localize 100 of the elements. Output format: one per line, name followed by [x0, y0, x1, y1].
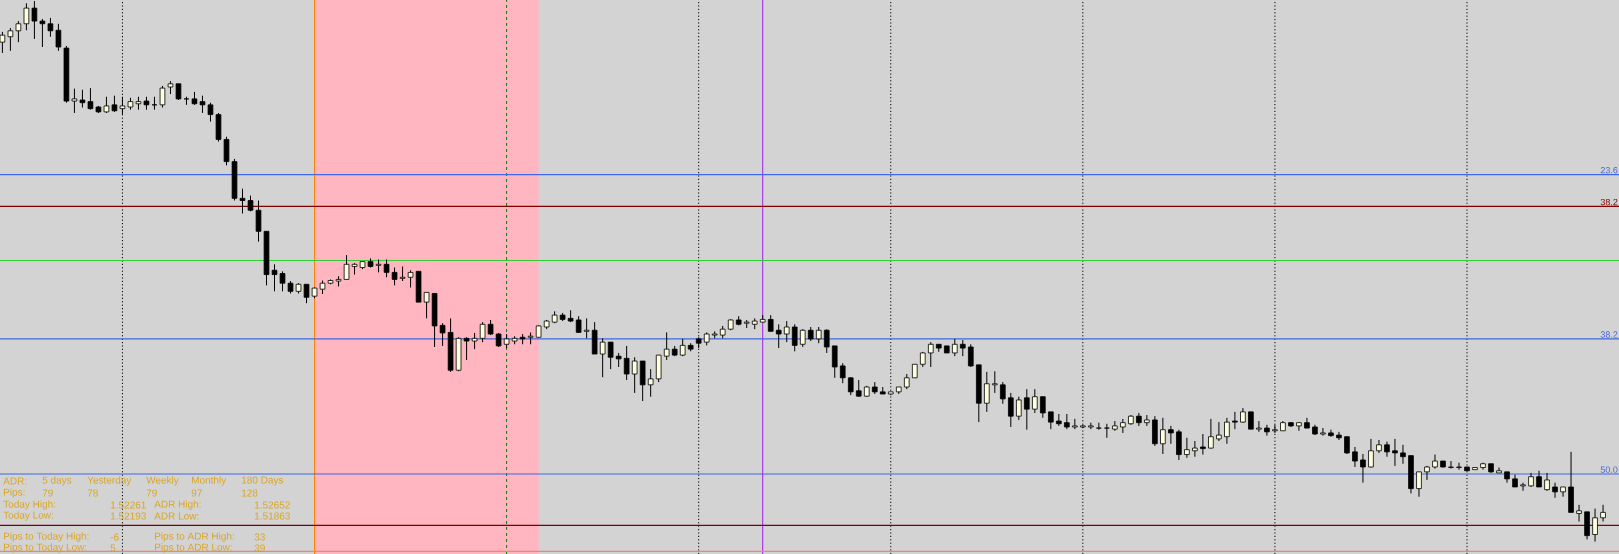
text: Pips to Today Low:: [4, 543, 87, 553]
candlestick: [55, 23, 62, 52]
annotation: Yesterday: [87, 476, 132, 486]
annotation: Today High:: [3, 500, 56, 510]
annotation: 23.6: [1600, 167, 1618, 174]
annotation: 1.51863: [254, 512, 290, 520]
candlestick: [47, 17, 54, 38]
candlestick: [1000, 381, 1006, 405]
annotation: 180 Days: [241, 476, 284, 486]
candlestick: [1264, 424, 1270, 437]
candlestick: [1032, 388, 1038, 414]
candlestick: [15, 20, 22, 43]
annotation: 38.2: [1600, 198, 1618, 206]
annotation: 50.0: [1600, 466, 1618, 473]
candlestick: [1592, 508, 1598, 543]
candlestick: [775, 323, 782, 349]
candlestick: [71, 88, 78, 114]
candlestick: [663, 331, 670, 361]
candlestick: [823, 328, 830, 354]
candlestick: [591, 321, 598, 355]
candlestick: [1184, 437, 1190, 459]
candlestick: [1400, 444, 1406, 465]
candlestick: [1448, 460, 1454, 470]
candlestick: [1320, 427, 1326, 437]
annotation: 5 days: [42, 476, 72, 486]
annotation: ADR:: [3, 477, 27, 485]
candlestick: [23, 2, 30, 31]
candlestick: [1176, 429, 1182, 461]
text: 39: [254, 544, 265, 552]
annotation: ADR High:: [154, 500, 201, 510]
annotation: 38.2: [1600, 331, 1618, 338]
candlestick: [984, 371, 990, 413]
candlestick: [1576, 504, 1582, 523]
candlestick: [607, 341, 614, 370]
candlestick: [831, 345, 838, 379]
annotation: 1.52193: [110, 512, 146, 520]
candlestick: [1168, 425, 1174, 445]
candlestick: [1520, 482, 1526, 492]
candlestick: [0, 31, 6, 54]
candlestick: [479, 321, 486, 343]
candlestick: [1424, 465, 1430, 481]
annotation: 79: [42, 489, 53, 497]
candlestick: [1112, 420, 1118, 432]
candlestick: [87, 87, 94, 111]
text: 5: [110, 544, 116, 552]
annotation: Weekly: [146, 476, 179, 486]
candlestick: [1144, 414, 1150, 427]
candlestick: [1336, 431, 1342, 441]
candlestick: [1584, 511, 1590, 540]
candlestick: [623, 345, 630, 381]
annotation: ADR Low:: [154, 512, 199, 520]
candlestick: [1192, 440, 1198, 458]
candlestick: [783, 320, 790, 343]
candlestick: [463, 336, 470, 361]
candlestick: [1600, 504, 1606, 523]
candlestick: [423, 291, 430, 319]
candlestick: [631, 356, 638, 394]
candlestick: [599, 337, 606, 378]
candlestick: [439, 322, 446, 347]
candlestick: [839, 362, 846, 384]
candlestick: [1216, 421, 1222, 442]
candlestick: [1560, 486, 1566, 498]
candlestick: [1152, 415, 1158, 447]
candlestick: [1008, 392, 1014, 428]
annotation: Pips to Today High:: [4, 532, 89, 542]
candlestick: [31, 0, 38, 40]
candlestick: [1352, 446, 1358, 468]
annotation: Pips to ADR High:: [155, 532, 234, 542]
annotation: 79: [146, 489, 157, 497]
candlestick: [639, 360, 646, 402]
candlestick: [1552, 482, 1558, 499]
candlestick: [1232, 411, 1238, 430]
candlestick: [1040, 396, 1046, 419]
annotation: 1.52652: [254, 501, 290, 509]
candlestick: [583, 317, 590, 339]
candlestick: [1136, 412, 1142, 427]
candlestick: [1200, 433, 1206, 456]
candlestick: [1368, 438, 1374, 469]
candlestick: [791, 323, 798, 352]
candlestick: [1120, 418, 1126, 434]
annotation: 128: [241, 489, 258, 497]
annotation: 33: [254, 533, 265, 541]
candlestick: [655, 354, 662, 383]
candlestick: [1256, 420, 1262, 433]
annotation: 78: [87, 489, 98, 497]
candlestick: [1208, 418, 1214, 450]
candlestick: [647, 368, 654, 398]
annotation: Monthly: [192, 476, 227, 486]
annotation: -6: [110, 533, 119, 541]
candlestick: [39, 18, 46, 48]
candlestick: [1416, 471, 1422, 498]
candlestick: [1016, 396, 1022, 421]
annotation: 1.52261: [110, 501, 146, 509]
candlestick: [1160, 417, 1166, 455]
candlestick: [1360, 453, 1366, 484]
candlestick: [1024, 388, 1030, 431]
candlestick: [992, 370, 998, 394]
candlestick: [7, 27, 14, 52]
text: Pips to ADR Low:: [155, 543, 232, 553]
annotation: Pips:: [4, 488, 25, 498]
